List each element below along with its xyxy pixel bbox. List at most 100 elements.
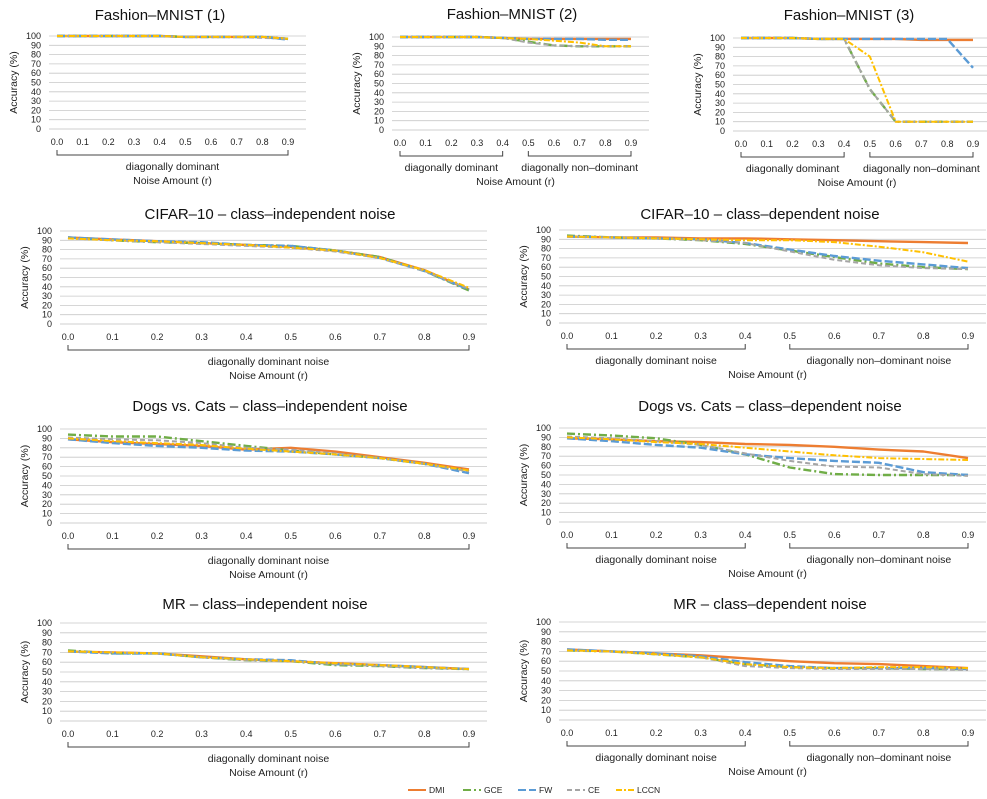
x-tick-label: 0.7 (573, 138, 586, 148)
x-tick-label: 0.4 (240, 332, 253, 342)
chart-panel-8: MR – class–independent noise 010203040506… (19, 596, 487, 779)
y-tick-label: 80 (541, 637, 551, 647)
y-tick-label: 50 (541, 272, 551, 282)
group-bracket (740, 152, 845, 158)
x-tick-label: 0.2 (151, 729, 164, 739)
x-tick-label: 0.7 (374, 729, 387, 739)
y-tick-label: 50 (541, 666, 551, 676)
group-bracket (566, 543, 746, 549)
x-tick-label: 0.8 (418, 531, 431, 541)
series-line-ce (566, 435, 969, 477)
x-tick-label: 0.2 (445, 138, 458, 148)
y-tick-label: 40 (541, 281, 551, 291)
x-tick-label: 0.1 (605, 331, 618, 341)
x-tick-label: 0.9 (625, 138, 638, 148)
group-bracket (566, 344, 746, 350)
y-tick-label: 30 (541, 290, 551, 300)
y-tick-label: 80 (374, 51, 384, 61)
x-tick-label: 0.8 (917, 530, 930, 540)
y-tick-label: 100 (536, 423, 551, 433)
y-tick-label: 0 (47, 319, 52, 329)
series-line-ce (741, 37, 973, 123)
y-tick-label: 90 (42, 235, 52, 245)
y-tick-label: 50 (715, 80, 725, 90)
group-label: diagonally dominant noise (595, 355, 717, 367)
y-tick-label: 100 (37, 226, 52, 236)
y-tick-label: 20 (541, 695, 551, 705)
y-axis-label: Accuracy (%) (351, 52, 363, 114)
chart-panel-5: CIFAR–10 – class–dependent noise 01020304… (518, 206, 986, 381)
x-tick-label: 0.9 (282, 137, 295, 147)
x-tick-label: 0.2 (151, 531, 164, 541)
group-label: diagonally dominant (405, 162, 498, 174)
series-line-lccn (741, 37, 973, 123)
series-line-ce (400, 36, 631, 48)
x-tick-label: 0.6 (889, 139, 902, 149)
y-tick-label: 0 (546, 517, 551, 527)
chart-title: Dogs vs. Cats – class–dependent noise (638, 398, 902, 415)
y-tick-label: 40 (42, 677, 52, 687)
y-tick-label: 30 (31, 96, 41, 106)
x-tick-label: 0.1 (419, 138, 432, 148)
y-tick-label: 90 (541, 627, 551, 637)
x-tick-label: 0.5 (285, 332, 298, 342)
y-tick-label: 0 (546, 715, 551, 725)
y-tick-label: 40 (374, 88, 384, 98)
x-tick-label: 0.2 (786, 139, 799, 149)
x-tick-label: 0.9 (463, 531, 476, 541)
x-tick-label: 0.7 (230, 137, 243, 147)
x-tick-label: 0.9 (463, 332, 476, 342)
group-label: diagonally dominant noise (208, 356, 330, 368)
y-axis-label: Accuracy (%) (518, 640, 530, 702)
x-tick-label: 0.1 (605, 728, 618, 738)
series-line-gce (67, 433, 470, 473)
y-tick-label: 90 (541, 432, 551, 442)
x-tick-label: 0.6 (205, 137, 218, 147)
x-tick-label: 0.2 (102, 137, 115, 147)
group-bracket (789, 741, 969, 747)
y-axis-label: Accuracy (%) (19, 246, 31, 308)
x-tick-label: 0.4 (153, 137, 166, 147)
x-tick-label: 0.1 (106, 531, 119, 541)
y-tick-label: 40 (31, 87, 41, 97)
y-tick-label: 90 (374, 41, 384, 51)
x-tick-label: 0.9 (967, 139, 980, 149)
y-tick-label: 50 (374, 79, 384, 89)
x-tick-label: 0.0 (735, 139, 748, 149)
y-tick-label: 0 (720, 126, 725, 136)
x-tick-label: 0.3 (694, 331, 707, 341)
x-tick-label: 0.0 (561, 530, 574, 540)
x-axis-label: Noise Amount (r) (133, 175, 212, 187)
y-tick-label: 30 (374, 97, 384, 107)
y-tick-label: 70 (31, 59, 41, 69)
y-tick-label: 30 (541, 489, 551, 499)
y-tick-label: 90 (31, 40, 41, 50)
y-tick-label: 20 (541, 498, 551, 508)
x-tick-label: 0.5 (864, 139, 877, 149)
legend-label-fw: FW (539, 785, 552, 795)
x-axis-label: Noise Amount (r) (728, 568, 807, 580)
y-axis-label: Accuracy (%) (19, 641, 31, 703)
chart-title: Fashion–MNIST (1) (95, 7, 226, 24)
y-tick-label: 40 (541, 676, 551, 686)
x-tick-label: 0.1 (106, 332, 119, 342)
group-bracket (67, 544, 470, 550)
y-tick-label: 70 (541, 451, 551, 461)
x-tick-label: 0.8 (917, 728, 930, 738)
y-tick-label: 20 (541, 299, 551, 309)
legend: DMI GCE FW CE LCCN (408, 785, 660, 795)
x-tick-label: 0.7 (374, 531, 387, 541)
y-tick-label: 60 (42, 462, 52, 472)
y-tick-label: 10 (42, 509, 52, 519)
x-tick-label: 0.7 (915, 139, 928, 149)
y-tick-label: 30 (42, 291, 52, 301)
series-line-ce (67, 436, 470, 473)
y-tick-label: 10 (42, 310, 52, 320)
x-axis-label: Noise Amount (r) (476, 176, 555, 188)
y-tick-label: 100 (37, 424, 52, 434)
x-axis-label: Noise Amount (r) (229, 370, 308, 382)
y-tick-label: 10 (715, 117, 725, 127)
x-tick-label: 0.8 (418, 729, 431, 739)
x-tick-label: 0.0 (62, 531, 75, 541)
y-tick-label: 0 (36, 124, 41, 134)
